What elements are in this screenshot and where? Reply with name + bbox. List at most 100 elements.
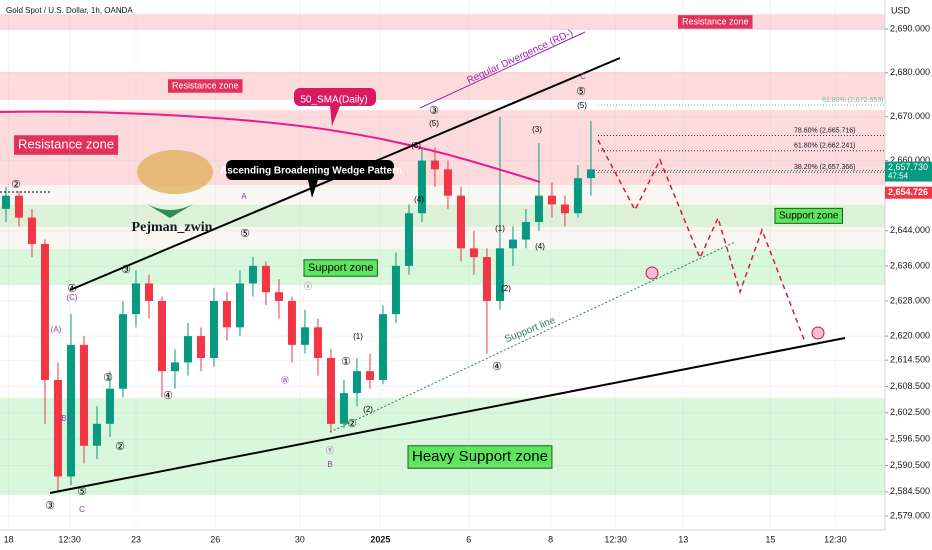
candle-body bbox=[521, 222, 530, 240]
candle-body bbox=[391, 265, 400, 315]
candle-body bbox=[209, 300, 218, 359]
wave-label: ④ bbox=[67, 283, 77, 295]
y-tick-label: 2,602.500 bbox=[890, 407, 930, 417]
candle-body bbox=[508, 239, 517, 249]
fib-label: 61.80% (2,662.241) bbox=[794, 143, 856, 150]
candle-body bbox=[417, 160, 426, 214]
last-price-box bbox=[885, 161, 932, 182]
candle-body bbox=[14, 195, 23, 218]
y-tick-label: 2,690.000 bbox=[890, 23, 930, 33]
candle-body bbox=[1, 195, 10, 209]
zone-label-box bbox=[678, 15, 753, 29]
wave-label: (B) bbox=[59, 414, 70, 423]
y-tick-label: 2,579.000 bbox=[890, 510, 930, 520]
candle-body bbox=[547, 195, 556, 205]
wave-label: A bbox=[241, 192, 247, 201]
x-tick-label: 12:30 bbox=[604, 534, 627, 544]
projection-path bbox=[597, 139, 806, 343]
wave-label: (2) bbox=[501, 284, 511, 293]
wave-label: ⓧ bbox=[304, 282, 312, 291]
candle-body bbox=[79, 344, 88, 446]
wave-label: ② bbox=[11, 179, 21, 191]
wave-label: (3) bbox=[411, 141, 421, 150]
countdown: 47:54 bbox=[888, 172, 909, 181]
wave-label: ① bbox=[103, 372, 113, 384]
zones: Resistance zone Resistance zone Resistance… bbox=[0, 14, 885, 495]
wave-label: ④ bbox=[492, 361, 502, 373]
x-tick-label: 26 bbox=[210, 534, 220, 544]
wave-label: ③ bbox=[45, 500, 55, 512]
y-tick-label: 2,590.500 bbox=[890, 460, 930, 470]
sma-line bbox=[0, 110, 541, 183]
wave-label: C bbox=[79, 505, 85, 514]
x-tick-label: 2025 bbox=[370, 534, 390, 544]
price-axis bbox=[885, 0, 932, 550]
candle-body bbox=[248, 265, 257, 284]
target-icon bbox=[645, 266, 659, 280]
candle-body bbox=[404, 213, 413, 266]
wave-label: Ⓨ bbox=[326, 446, 334, 455]
prev-price-box bbox=[885, 186, 932, 199]
wave-label: C bbox=[580, 72, 586, 81]
prev-price: 2,654.726 bbox=[888, 187, 928, 197]
x-tick-label: 15 bbox=[765, 534, 775, 544]
candle-body bbox=[144, 283, 153, 301]
wave-label: Ⓦ bbox=[281, 376, 289, 385]
zone-label: Resistance zone bbox=[172, 80, 239, 90]
zone bbox=[0, 14, 885, 30]
y-tick-label: 2,584.500 bbox=[890, 486, 930, 496]
currency: USD bbox=[891, 5, 911, 15]
fib-levels: 61.80% (2,672.653) 78.60% (2,665.716) 61.8… bbox=[598, 97, 885, 173]
wave-label: B bbox=[327, 460, 332, 469]
wave-label: ② bbox=[115, 441, 125, 453]
candle-body bbox=[378, 314, 387, 380]
wave-label: (4) bbox=[535, 242, 545, 251]
candle-body bbox=[287, 300, 296, 345]
wave-label: ① bbox=[341, 356, 351, 368]
x-tick-label: 30 bbox=[295, 534, 305, 544]
annotation: 50_SMA(Daily) bbox=[300, 95, 367, 106]
wave-label: (5) bbox=[429, 119, 439, 128]
chart-title: Gold Spot / U.S. Dollar, 1h, OANDA bbox=[6, 6, 133, 15]
zone-label: Resistance zone bbox=[18, 136, 114, 151]
neutral-band bbox=[0, 185, 885, 249]
x-tick-label: 13 bbox=[678, 534, 688, 544]
candle-body bbox=[495, 248, 504, 301]
y-tick-label: 2,614.500 bbox=[890, 355, 930, 365]
candle-body bbox=[352, 371, 361, 394]
candle-body bbox=[300, 327, 309, 345]
target-icon bbox=[811, 326, 825, 340]
fib-label: 61.80% (2,672.653) bbox=[822, 97, 884, 104]
zone-label: Support zone bbox=[779, 211, 839, 222]
wave-label: ⑤ bbox=[77, 486, 87, 498]
wave-label: (5) bbox=[577, 101, 587, 110]
wave-label: ③ bbox=[121, 264, 131, 276]
candle-body bbox=[339, 393, 348, 424]
wave-label: (C) bbox=[66, 293, 77, 302]
zone bbox=[0, 204, 885, 227]
zone bbox=[0, 110, 885, 186]
y-tick-label: 2,680.000 bbox=[890, 67, 930, 77]
zone bbox=[0, 248, 885, 286]
annotation: Pejman_zwin bbox=[132, 220, 213, 235]
candle-body bbox=[482, 257, 491, 301]
candle-body bbox=[261, 265, 270, 293]
candle-body bbox=[196, 336, 205, 359]
annotation: Ascending Broadening Wedge Pattern bbox=[220, 166, 402, 177]
zone-label-box bbox=[168, 79, 243, 93]
zone-label: Resistance zone bbox=[682, 16, 749, 26]
wave-label: (4) bbox=[414, 195, 424, 204]
wave-label: (A) bbox=[51, 325, 62, 334]
y-tick-label: 2,608.500 bbox=[890, 381, 930, 391]
candle-body bbox=[222, 300, 231, 328]
x-tick-label: 18 bbox=[4, 534, 14, 544]
logo-art bbox=[140, 200, 200, 218]
wave-label: (3) bbox=[532, 125, 542, 134]
sma-callout bbox=[294, 88, 376, 126]
zone bbox=[0, 71, 885, 101]
wedge-lower bbox=[49, 337, 846, 494]
candle-body bbox=[326, 358, 335, 424]
wave-label: (2) bbox=[363, 405, 373, 414]
y-tick-label: 2,644.000 bbox=[890, 225, 930, 235]
wave-label: ⑤ bbox=[240, 228, 250, 240]
